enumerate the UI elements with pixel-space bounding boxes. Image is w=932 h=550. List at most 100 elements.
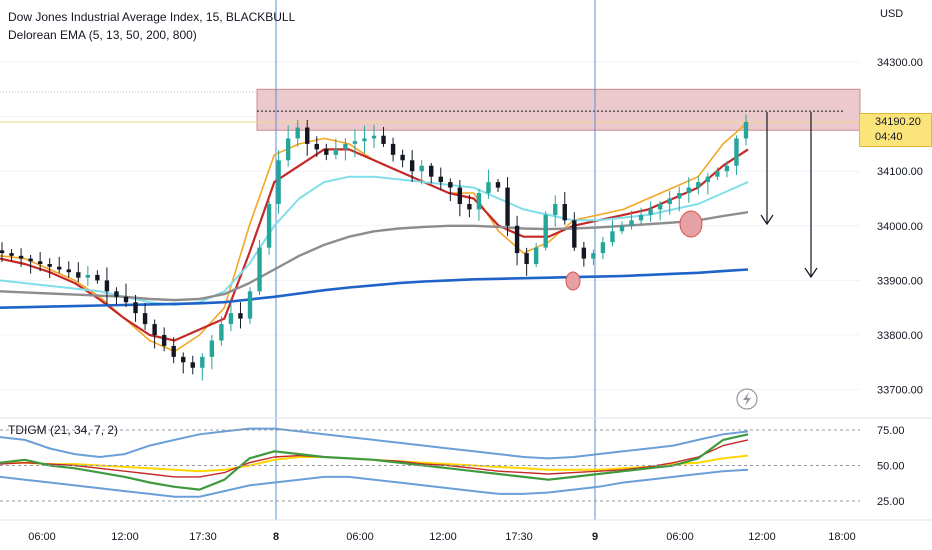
candle-body: [381, 135, 386, 144]
candle-body: [238, 313, 243, 319]
time-axis[interactable]: 06:00 12:00 17:30 8 06:00 12:00 17:30 9 06:00 12:…: [28, 531, 856, 543]
candle-body: [352, 141, 358, 144]
candle-body: [657, 203, 663, 210]
candle-body: [247, 291, 253, 319]
candle-body: [228, 313, 234, 325]
candle-body: [333, 149, 339, 155]
candle-body: [324, 149, 329, 155]
candle-body: [524, 253, 529, 265]
ema-line: [0, 148, 749, 342]
candle-body: [629, 220, 634, 226]
candle-body: [495, 182, 501, 188]
time-tick-label: 9: [592, 531, 598, 543]
candle-body: [66, 269, 71, 273]
candle-body: [142, 313, 148, 325]
candle-body: [152, 324, 157, 335]
candle-body: [0, 250, 5, 254]
oscillator-tick-label: 75.00: [877, 425, 905, 437]
candle-body: [600, 242, 606, 254]
candles: [0, 114, 749, 381]
candle-body: [429, 165, 434, 177]
candle-body: [409, 160, 415, 172]
candle-body: [219, 324, 224, 341]
candle-body: [543, 214, 548, 248]
candle-body: [591, 253, 596, 259]
candle-body: [572, 220, 577, 248]
highlight-circle[interactable]: [679, 210, 703, 238]
candle-body: [705, 176, 711, 183]
candle-body: [715, 171, 720, 177]
candle-body: [123, 296, 129, 303]
candle-body: [343, 143, 348, 150]
candle-body: [553, 203, 558, 215]
time-tick-label: 17:30: [505, 531, 533, 543]
candle-body: [371, 135, 377, 139]
time-tick-label: 8: [273, 531, 279, 543]
time-tick-label: 06:00: [666, 531, 694, 543]
candle-body: [314, 143, 319, 150]
last-price-value: 34190.20: [875, 116, 921, 128]
oscillator-lower-band: [0, 468, 749, 498]
price-tick-label: 34100.00: [877, 166, 923, 178]
chart-title: Dow Jones Industrial Average Index, 15, …: [8, 10, 296, 24]
price-tick-label: 34300.00: [877, 57, 923, 69]
time-tick-label: 12:00: [111, 531, 139, 543]
candle-body: [190, 362, 195, 368]
candle-body: [505, 187, 510, 226]
candle-body: [104, 280, 110, 292]
annotations[interactable]: [565, 112, 818, 291]
candle-body: [362, 138, 367, 142]
oscillator-label[interactable]: TDIGM (21, 34, 7, 2): [8, 423, 119, 437]
oscillator-upper-band: [0, 427, 749, 460]
candle-body: [18, 255, 24, 259]
candle-body: [448, 182, 453, 188]
oscillator-tick-label: 50.00: [877, 461, 905, 473]
candle-body: [438, 176, 443, 183]
time-tick-label: 06:00: [28, 531, 56, 543]
candle-body: [266, 203, 272, 248]
time-tick-label: 12:00: [748, 531, 776, 543]
candle-body: [390, 143, 396, 155]
oscillator-tick-label: 25.00: [877, 496, 905, 508]
price-tick-label: 33900.00: [877, 275, 923, 287]
candle-body: [276, 160, 281, 204]
down-arrow-head: [804, 267, 818, 279]
price-axis[interactable]: 34300.00 34100.00 34000.00 33900.00 33800.00…: [0, 57, 923, 508]
candle-body: [400, 154, 405, 161]
candle-body: [200, 356, 205, 368]
candle-body: [467, 203, 472, 210]
candle-body: [476, 193, 482, 210]
candle-body: [133, 302, 138, 314]
indicator-label[interactable]: Delorean EMA (5, 13, 50, 200, 800): [8, 28, 197, 42]
oscillator-pane: [0, 427, 749, 498]
candle-body: [743, 122, 749, 139]
candle-body: [76, 272, 81, 278]
candle-body: [686, 187, 691, 194]
candle-body: [295, 127, 300, 139]
candle-body: [114, 291, 119, 297]
candle-body: [581, 247, 587, 259]
candle-body: [285, 138, 291, 161]
candle-body: [95, 274, 100, 281]
time-tick-label: 18:00: [828, 531, 856, 543]
candle-countdown: 04:40: [875, 131, 903, 143]
candle-body: [638, 214, 644, 221]
lightning-icon[interactable]: [736, 388, 758, 410]
ema-line: [0, 268, 749, 309]
time-tick-label: 06:00: [346, 531, 374, 543]
candle-body: [9, 253, 14, 256]
candle-body: [161, 335, 167, 346]
session-break-lines: [275, 0, 596, 520]
candle-body: [419, 165, 424, 172]
candle-body: [171, 345, 176, 357]
price-tick-label: 34000.00: [877, 221, 923, 233]
candle-body: [57, 266, 62, 270]
candle-body: [648, 209, 653, 215]
candle-body: [667, 198, 672, 204]
price-tick-label: 33700.00: [877, 385, 923, 397]
resistance-zone[interactable]: [256, 88, 861, 131]
candle-body: [85, 274, 91, 278]
candle-body: [677, 193, 682, 199]
highlight-circle[interactable]: [565, 271, 581, 291]
